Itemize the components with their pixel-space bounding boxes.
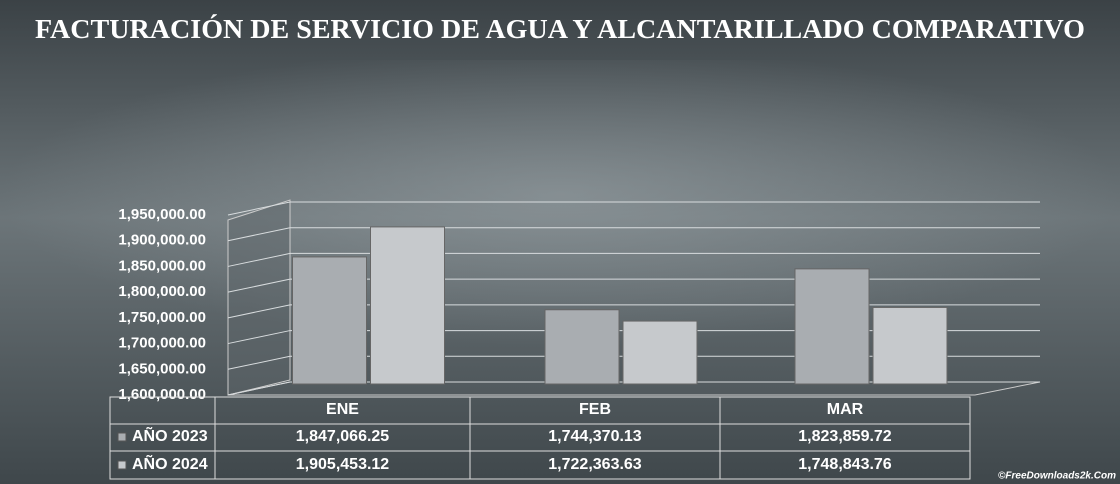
legend-swatch bbox=[118, 433, 126, 441]
chart-title: FACTURACIÓN DE SERVICIO DE AGUA Y ALCANT… bbox=[35, 14, 1085, 44]
legend-label: AÑO 2023 bbox=[132, 425, 208, 445]
data-label: 1,748,843.76 bbox=[798, 456, 892, 473]
data-label: 1,905,453.12 bbox=[296, 456, 390, 473]
x-tick-label: FEB bbox=[579, 401, 611, 418]
y-tick-label: 1,850,000.00 bbox=[118, 257, 206, 274]
x-tick-label: MAR bbox=[827, 401, 864, 418]
bar bbox=[293, 257, 367, 384]
y-tick-label: 1,700,000.00 bbox=[118, 335, 206, 352]
y-tick-label: 1,650,000.00 bbox=[118, 360, 206, 377]
bar bbox=[795, 269, 869, 384]
data-label: 1,722,363.63 bbox=[548, 456, 642, 473]
data-label: 1,744,370.13 bbox=[548, 428, 642, 445]
bar bbox=[623, 321, 697, 384]
legend-label: AÑO 2024 bbox=[132, 453, 208, 473]
legend-swatch bbox=[118, 461, 126, 469]
bar bbox=[545, 310, 619, 384]
chart: FACTURACIÓN DE SERVICIO DE AGUA Y ALCANT… bbox=[0, 0, 1120, 484]
data-label: 1,823,859.72 bbox=[798, 428, 892, 445]
bar bbox=[873, 307, 947, 384]
bar bbox=[371, 227, 445, 384]
y-tick-label: 1,600,000.00 bbox=[118, 386, 206, 403]
x-tick-label: ENE bbox=[326, 401, 359, 418]
watermark: ©FreeDownloads2k.Com bbox=[998, 471, 1116, 482]
y-tick-label: 1,900,000.00 bbox=[118, 232, 206, 249]
data-label: 1,847,066.25 bbox=[296, 428, 390, 445]
y-tick-label: 1,750,000.00 bbox=[118, 309, 206, 326]
y-tick-label: 1,800,000.00 bbox=[118, 283, 206, 300]
y-tick-label: 1,950,000.00 bbox=[118, 206, 206, 223]
